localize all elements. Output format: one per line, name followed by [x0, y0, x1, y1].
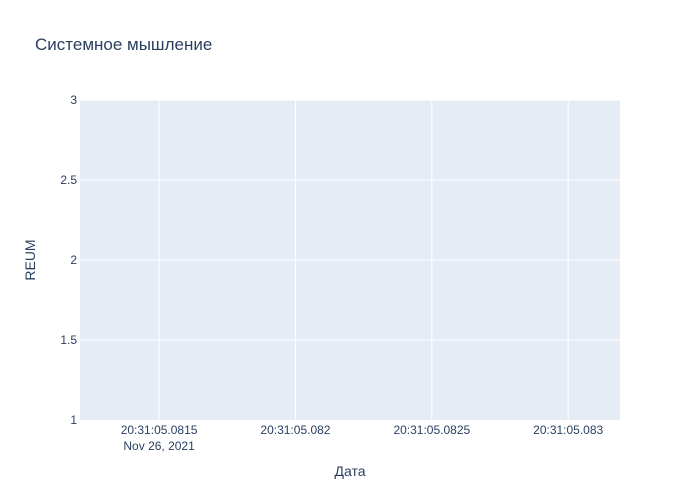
- x-tick-label: 20:31:05.082: [260, 423, 330, 437]
- y-tick-label: 1: [70, 413, 77, 427]
- x-tick-label: 20:31:05.0815: [121, 423, 198, 437]
- x-tick-label: 20:31:05.0825: [393, 423, 470, 437]
- y-tick-label: 1.5: [60, 333, 77, 347]
- y-gridlines: [80, 99, 620, 341]
- y-axis-title: REUM: [22, 239, 38, 280]
- x-axis-title: Дата: [334, 463, 365, 479]
- y-tick-labels: 1 1.5 2 2.5 3: [60, 93, 77, 427]
- x-tick-sublabel: Nov 26, 2021: [123, 439, 195, 453]
- y-tick-label: 2: [70, 253, 77, 267]
- chart-title: Системное мышление: [35, 35, 212, 54]
- y-tick-label: 3: [70, 93, 77, 107]
- x-tick-label: 20:31:05.083: [533, 423, 603, 437]
- x-tick-labels: 20:31:05.0815 Nov 26, 2021 20:31:05.082 20:…: [121, 423, 604, 453]
- y-tick-label: 2.5: [60, 173, 77, 187]
